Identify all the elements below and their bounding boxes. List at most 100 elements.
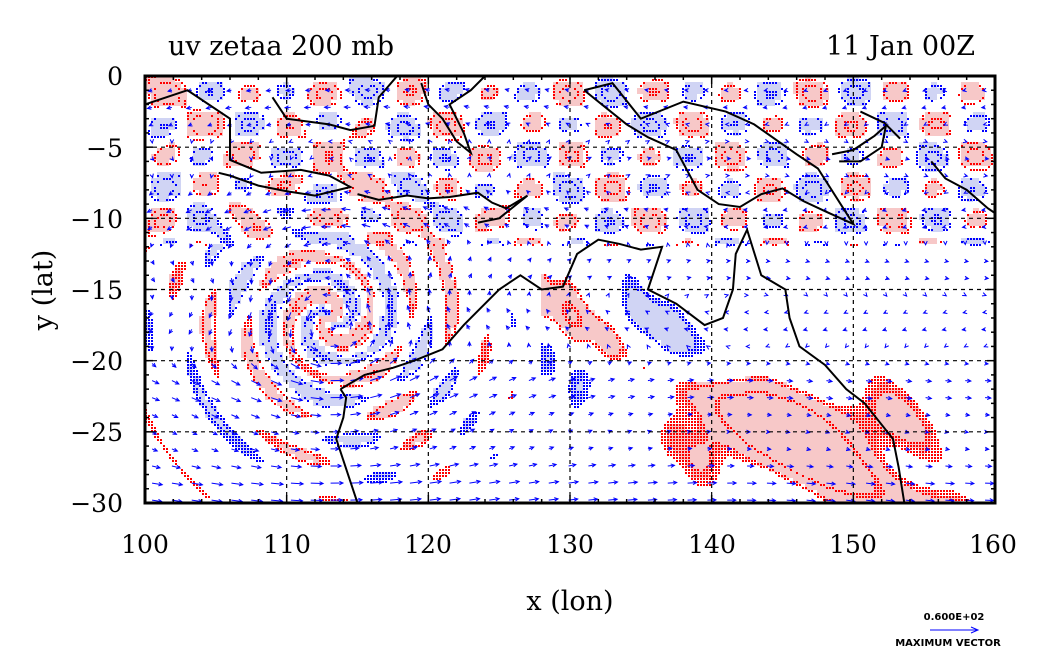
vorticity-negative-cell [517, 88, 523, 94]
vorticity-positive-cell [157, 154, 163, 160]
vorticity-positive-cell [385, 352, 391, 358]
vorticity-negative-contour [757, 154, 759, 156]
vorticity-negative-contour [433, 202, 435, 204]
vorticity-positive-cell [331, 220, 337, 226]
vorticity-positive-cell [823, 490, 829, 496]
vorticity-negative-contour [562, 130, 564, 132]
vorticity-negative-contour [235, 181, 237, 183]
vorticity-negative-contour [814, 181, 816, 183]
vorticity-positive-cell [193, 178, 199, 184]
vorticity-positive-cell [535, 190, 541, 196]
vorticity-negative-cell [637, 304, 643, 310]
vorticity-positive-cell [583, 310, 589, 316]
vorticity-negative-contour [445, 160, 447, 162]
vorticity-positive-cell [607, 334, 613, 340]
vorticity-negative-contour [463, 88, 465, 90]
vorticity-negative-cell [565, 196, 571, 202]
vorticity-positive-cell [655, 214, 661, 220]
vorticity-negative-contour [658, 127, 660, 129]
vorticity-positive-contour [406, 91, 408, 93]
vorticity-negative-contour [853, 85, 855, 87]
vorticity-positive-contour [217, 181, 219, 183]
vorticity-negative-contour [502, 130, 504, 132]
vorticity-positive-contour [397, 100, 399, 102]
vorticity-negative-contour [700, 163, 702, 165]
vorticity-negative-contour [574, 196, 576, 198]
vorticity-negative-cell [211, 214, 217, 220]
vorticity-positive-contour [217, 184, 219, 186]
vorticity-negative-contour [799, 178, 801, 180]
vorticity-negative-contour [802, 133, 804, 135]
vorticity-negative-cell [451, 160, 457, 166]
vorticity-negative-contour [583, 190, 585, 192]
vorticity-positive-cell [337, 220, 343, 226]
vorticity-positive-contour [850, 130, 852, 132]
vorticity-positive-cell [385, 190, 391, 196]
vorticity-positive-cell [823, 466, 829, 472]
vorticity-positive-contour [415, 151, 417, 153]
vorticity-positive-contour [370, 121, 372, 123]
vorticity-positive-cell [205, 124, 211, 130]
vorticity-positive-cell [931, 130, 937, 136]
vorticity-negative-cell [931, 154, 937, 160]
vorticity-negative-contour [655, 187, 657, 189]
vorticity-negative-contour [175, 127, 177, 129]
vorticity-negative-cell [757, 154, 763, 160]
vorticity-positive-cell [229, 142, 235, 148]
vorticity-positive-contour [439, 121, 441, 123]
vorticity-positive-cell [361, 370, 367, 376]
vorticity-negative-contour [340, 118, 342, 120]
vorticity-positive-contour [775, 115, 777, 117]
vorticity-positive-cell [247, 352, 253, 358]
vorticity-positive-cell [295, 250, 301, 256]
vorticity-positive-contour [208, 133, 210, 135]
vorticity-negative-contour [427, 202, 429, 204]
vorticity-positive-contour [949, 133, 951, 135]
vorticity-negative-contour [685, 97, 687, 99]
vorticity-negative-cell [817, 178, 823, 184]
vorticity-positive-cell [199, 184, 205, 190]
vorticity-positive-cell [799, 466, 805, 472]
vorticity-positive-contour [526, 130, 528, 132]
vorticity-negative-cell [853, 100, 859, 106]
vorticity-positive-cell [805, 448, 811, 454]
vorticity-negative-contour [805, 133, 807, 135]
vorticity-negative-cell [199, 88, 205, 94]
vorticity-negative-contour [736, 124, 738, 126]
vorticity-positive-contour [739, 88, 741, 90]
vorticity-negative-cell [481, 130, 487, 136]
vorticity-negative-contour [475, 124, 477, 126]
vorticity-negative-contour [685, 160, 687, 162]
vorticity-positive-cell [841, 184, 847, 190]
vorticity-positive-contour [187, 118, 189, 120]
vorticity-negative-contour [775, 91, 777, 93]
vorticity-negative-contour [640, 136, 642, 138]
vorticity-negative-cell [481, 112, 487, 118]
vorticity-positive-contour [724, 160, 726, 162]
vorticity-positive-cell [331, 256, 337, 262]
vorticity-negative-contour [151, 196, 153, 198]
vorticity-positive-contour [409, 166, 411, 168]
vorticity-negative-cell [631, 304, 637, 310]
vorticity-positive-contour [862, 175, 864, 177]
vorticity-positive-contour [643, 82, 645, 84]
vorticity-positive-cell [811, 436, 817, 442]
vorticity-positive-cell [325, 376, 331, 382]
vorticity-negative-contour [925, 157, 927, 159]
vorticity-positive-contour [226, 166, 228, 168]
vorticity-negative-contour [169, 199, 171, 201]
vorticity-negative-cell [277, 286, 283, 292]
vorticity-negative-contour [676, 166, 678, 168]
vorticity-positive-contour [481, 91, 483, 93]
vorticity-negative-contour [355, 160, 357, 162]
vorticity-positive-cell [283, 334, 289, 340]
vorticity-positive-contour [232, 154, 234, 156]
vorticity-negative-contour [973, 190, 975, 192]
vorticity-positive-contour [649, 94, 651, 96]
vorticity-negative-cell [391, 124, 397, 130]
vorticity-positive-cell [643, 88, 649, 94]
vorticity-positive-contour [319, 82, 321, 84]
vorticity-negative-contour [262, 118, 264, 120]
vorticity-negative-cell [685, 214, 691, 220]
vorticity-negative-cell [265, 340, 271, 346]
